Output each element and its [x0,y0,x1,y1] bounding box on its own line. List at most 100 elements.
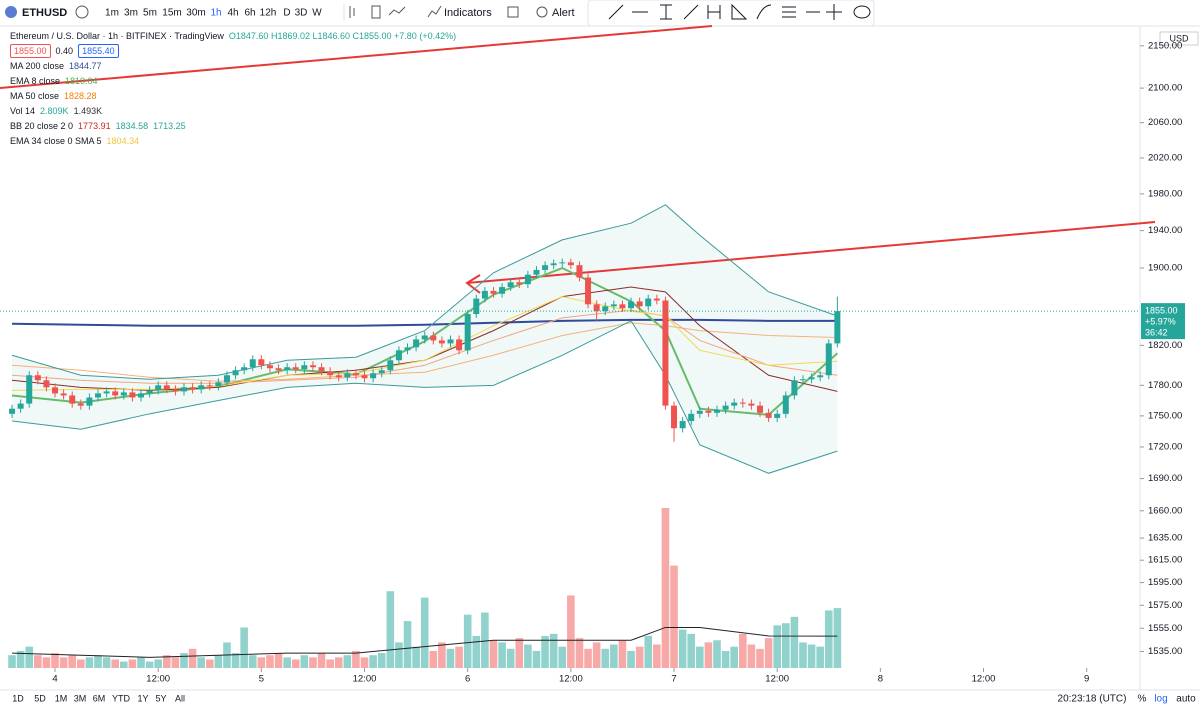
volume-bar [300,655,309,668]
volume-bar [696,646,704,668]
interval-button[interactable]: 3m [124,8,138,19]
candle-body [542,265,549,270]
range-button[interactable]: 6M [93,693,106,703]
range-button[interactable]: 5D [34,693,46,703]
interval-button[interactable]: 12h [260,8,277,19]
candle-body [198,385,205,390]
candle-body [180,387,187,392]
volume-bar [687,633,696,668]
interval-button[interactable]: 1m [105,8,119,19]
study-name[interactable]: Vol 14 [10,106,36,116]
add-symbol[interactable] [75,5,89,19]
range-button[interactable]: 1M [55,693,68,703]
candle-body [249,359,256,368]
candle-body [395,350,402,361]
buy-price[interactable]: 1855.40 [78,44,119,58]
sell-price[interactable]: 1855.00 [10,44,51,58]
volume-bar [309,657,317,668]
x-tick-label: 7 [671,674,676,685]
x-tick-label: 6 [465,674,470,685]
volume-bar [670,565,678,668]
volume-bar [481,612,489,668]
candle-body [671,405,678,429]
interval-button[interactable]: 30m [186,8,205,19]
x-tick-label: 12:00 [559,674,583,685]
range-button[interactable]: 5Y [155,693,166,703]
scale-option[interactable]: auto [1176,694,1196,704]
volume-bar [601,648,610,668]
study-name[interactable]: EMA 34 close 0 SMA 5 [10,136,102,146]
y-tick-label: 1535.00 [1148,646,1182,657]
interval-button[interactable]: 4h [227,8,238,19]
symbol-icon[interactable] [5,6,17,18]
y-tick-label: 1820.00 [1148,340,1182,351]
range-button[interactable]: 3M [74,693,87,703]
indicators-icon[interactable] [427,5,442,18]
price-label: 1855.00 [1145,306,1178,316]
currency[interactable]: USD [1169,33,1189,43]
study-name[interactable]: EMA 8 close [10,76,61,86]
symbol[interactable]: ETHUSD [22,7,67,19]
candle-body [473,298,480,315]
study-name[interactable]: MA 200 close [10,61,65,71]
interval-button[interactable]: W [312,8,322,19]
volume-bar [343,655,352,668]
price-label: +5.97% [1145,317,1176,327]
candle-body [232,370,239,376]
alert-button[interactable]: Alert [552,7,575,19]
candle-body [120,392,127,396]
volume-bar [171,657,180,668]
volume-bar [111,659,120,668]
volume-bar [102,657,111,668]
interval-button[interactable]: 3D [295,8,308,19]
candle-body [17,403,24,409]
interval-button[interactable]: 5m [143,8,157,19]
volume-bar [257,657,266,668]
scale-option[interactable]: % [1138,694,1147,704]
alert-icon[interactable] [536,6,548,18]
candle-body [688,413,695,422]
candle-body [782,395,789,414]
candle-body [112,391,119,396]
y-tick-label: 1575.00 [1148,600,1182,611]
volume-bar [713,640,721,668]
candle-body [481,290,488,299]
range-button[interactable]: 1D [12,693,24,703]
interval-button[interactable]: D [283,8,290,19]
study-value: 1.493K [73,106,103,116]
candle-body [284,367,291,371]
volume-bar [807,644,816,668]
interval-button[interactable]: 1h [210,8,221,19]
y-tick-label: 1555.00 [1148,623,1182,634]
volume-bar [644,636,653,668]
range-button[interactable]: All [175,693,185,703]
chart-style-icons[interactable] [349,5,406,19]
volume-bar [248,655,257,668]
interval-button[interactable]: 15m [162,8,181,19]
study-name[interactable]: BB 20 close 2 0 [10,121,74,131]
interval-button[interactable]: 6h [244,8,255,19]
indicators-button[interactable]: Indicators [444,7,492,19]
templates-icon[interactable] [507,6,519,18]
scale-option[interactable]: log [1154,694,1167,704]
candle-body [774,413,781,418]
volume-bar [16,650,25,668]
candle-body [567,262,574,266]
candle-body [172,389,179,392]
range-button[interactable]: 1Y [137,693,148,703]
volume-bar [137,657,145,668]
candle-body [593,304,600,312]
candle-body [275,368,282,371]
range-button[interactable]: YTD [112,693,131,703]
study-name[interactable]: MA 50 close [10,91,60,101]
study-value: 1773.91 [78,121,111,131]
candle-body [155,385,162,391]
clock: 20:23:18 (UTC) [1058,694,1127,704]
drawing-tools[interactable] [608,3,842,20]
shape-tool[interactable] [853,5,871,19]
y-tick-label: 1690.00 [1148,473,1182,484]
price-label-box [1141,303,1185,340]
candle-body [335,375,342,378]
currency-box[interactable] [1159,31,1199,46]
